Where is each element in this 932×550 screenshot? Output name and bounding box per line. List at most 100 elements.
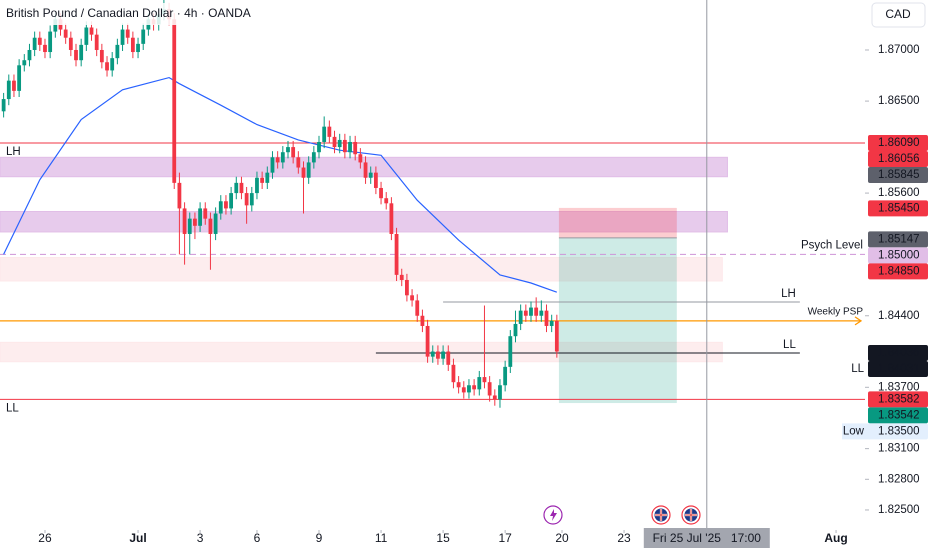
- price-tag: [868, 135, 928, 152]
- candle-body: [399, 274, 404, 280]
- candle-body: [172, 19, 177, 183]
- candle-body: [43, 44, 47, 53]
- moving-average: [3, 76, 558, 293]
- candle-body: [94, 34, 99, 50]
- candle-body: [130, 37, 135, 53]
- candle-body: [513, 323, 518, 337]
- y-tick-label: 1.87000: [878, 44, 920, 56]
- candle-body: [249, 193, 254, 206]
- y-tick-label: 1.82500: [878, 504, 920, 516]
- candle-body: [74, 49, 78, 61]
- candle-body: [270, 157, 275, 173]
- candle-body: [373, 172, 378, 188]
- candle-body: [348, 141, 352, 153]
- candle-body: [99, 49, 104, 63]
- candle-body: [17, 65, 22, 91]
- price-tag-label: 1.86090: [878, 137, 920, 149]
- candle-body: [322, 126, 327, 142]
- position-risk: [558, 207, 677, 238]
- y-tick-label: 1.84400: [878, 310, 920, 322]
- candle-body: [203, 208, 208, 219]
- candle-body: [255, 177, 259, 194]
- candle-body: [22, 60, 27, 66]
- candle-body: [260, 177, 265, 183]
- price-tag-label: 1.85845: [878, 169, 920, 181]
- symbol-title: British Pound / Canadian Dollar · 4h · O…: [6, 6, 251, 20]
- candle-body: [48, 31, 53, 53]
- crosshair-label-bg: [643, 528, 770, 548]
- candle-body: [224, 201, 228, 209]
- candle-body: [492, 395, 497, 400]
- y-tick-label: 1.82800: [878, 473, 920, 485]
- price-tag-prefix-bg: [842, 423, 870, 440]
- candle-body: [430, 351, 435, 357]
- candle-body: [523, 310, 528, 316]
- flag-cross: [685, 509, 697, 521]
- candle-body: [529, 307, 533, 316]
- candle-body: [27, 49, 32, 61]
- candle-body: [218, 201, 223, 214]
- candle-body: [420, 315, 425, 326]
- price-tag-prefix: Low: [843, 425, 865, 437]
- price-tag: [868, 344, 928, 361]
- candle-body: [358, 154, 363, 163]
- currency-button[interactable]: [871, 2, 926, 28]
- candle-body: [280, 152, 285, 163]
- candle-body: [441, 351, 445, 359]
- candle-body: [125, 29, 130, 38]
- plot-area: LH LL Psych Level Weekly PSP LH LL: [0, 0, 865, 530]
- level-label: LL: [6, 402, 19, 414]
- candle-body: [394, 233, 399, 275]
- zone: [0, 256, 723, 282]
- price-tag-label: 1.85000: [878, 249, 920, 261]
- candle-body: [363, 162, 368, 178]
- x-tick-label: 20: [555, 531, 569, 545]
- lightning-glyph: [550, 509, 557, 521]
- x-tick-label: 3: [197, 531, 204, 545]
- candle-body: [337, 139, 342, 148]
- level-label: Psych Level: [801, 239, 863, 251]
- price-tag: [868, 423, 928, 440]
- candle-body: [368, 172, 373, 178]
- candle-body: [332, 136, 337, 148]
- candle-body: [477, 377, 482, 390]
- candle-body: [32, 37, 37, 50]
- candle-body: [286, 147, 290, 153]
- price-tag: [868, 200, 928, 217]
- candle-body: [275, 157, 280, 163]
- candle-body: [482, 377, 487, 383]
- candle-body: [177, 182, 182, 209]
- zone: [0, 341, 723, 363]
- candle-body: [518, 310, 523, 324]
- candle-body: [63, 29, 68, 38]
- candle-body: [498, 385, 502, 400]
- price-tag-label: 1.84031: [878, 363, 920, 375]
- candle-body: [508, 336, 513, 367]
- candle-body: [213, 213, 218, 234]
- candle-body: [306, 162, 311, 178]
- x-tick-label: Aug: [824, 531, 847, 545]
- candle-body: [415, 300, 420, 316]
- y-tick-label: 1.83700: [878, 381, 920, 393]
- candle-body: [342, 139, 347, 153]
- candle-body: [193, 218, 197, 226]
- candle-body: [539, 310, 544, 316]
- event-icons: [543, 505, 701, 525]
- price-tag-label: 1.84850: [878, 265, 920, 277]
- price-tag-label: 1.86056: [878, 153, 920, 165]
- candle-body: [405, 279, 409, 296]
- candle-body: [410, 295, 414, 301]
- price-tag: [868, 167, 928, 184]
- candle-body: [487, 382, 492, 396]
- candle-body: [384, 198, 389, 204]
- crosshair-label: Fri 25 Jul '25 17:00: [653, 531, 762, 545]
- candle-body: [84, 27, 89, 45]
- level-label: LH: [6, 146, 21, 158]
- candle-body: [136, 43, 140, 53]
- level-label: LL: [783, 339, 796, 351]
- candle-body: [244, 193, 249, 206]
- candle-body: [234, 182, 239, 194]
- candle-body: [110, 58, 115, 71]
- currency-label[interactable]: CAD: [885, 7, 911, 21]
- candle-body: [120, 29, 125, 45]
